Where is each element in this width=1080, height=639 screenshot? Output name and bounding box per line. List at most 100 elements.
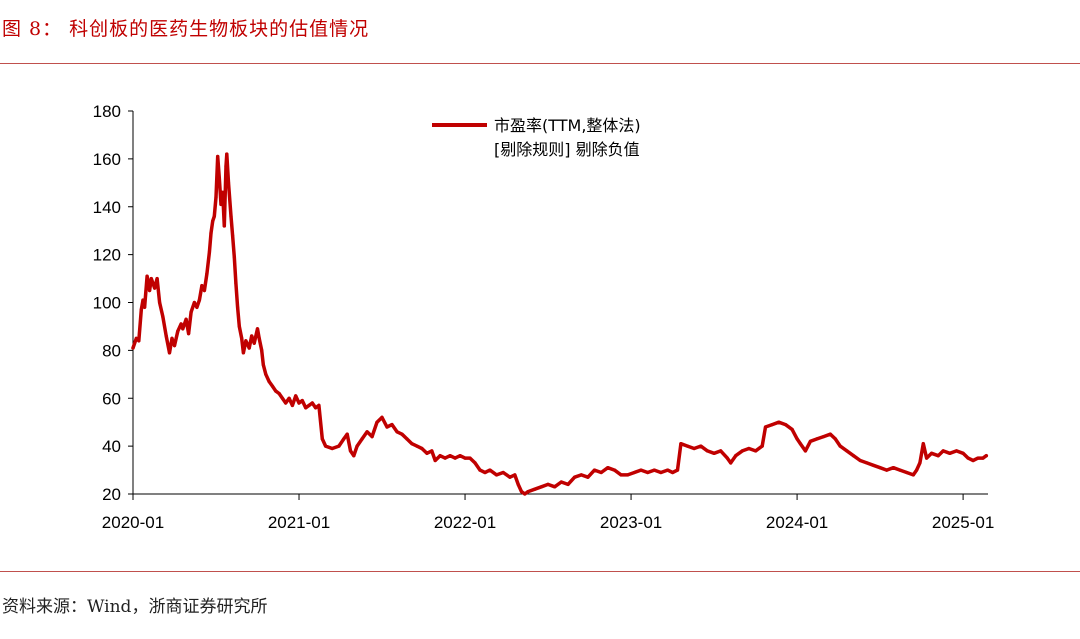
legend-label: 市盈率(TTM,整体法): [494, 116, 641, 135]
data-point: [851, 454, 856, 458]
data-point: [705, 449, 710, 453]
data-point: [260, 348, 264, 352]
data-point: [217, 176, 221, 180]
data-point: [205, 272, 209, 276]
data-point: [783, 423, 788, 427]
data-point: [287, 396, 291, 400]
data-point: [214, 195, 218, 199]
data-point: [803, 449, 808, 453]
data-point: [274, 389, 278, 393]
data-point: [207, 250, 211, 254]
data-point: [666, 468, 670, 472]
data-point: [219, 202, 223, 206]
data-point: [172, 344, 177, 348]
data-point: [508, 475, 512, 479]
data-point: [495, 473, 499, 477]
data-point: [297, 401, 301, 405]
data-point: [270, 384, 275, 388]
data-point: [255, 327, 260, 331]
data-point: [200, 284, 204, 288]
data-point: [981, 456, 985, 460]
data-point: [729, 461, 733, 465]
data-point: [639, 468, 643, 472]
data-point: [385, 425, 389, 429]
y-tick-label: 140: [93, 198, 121, 217]
x-axis: 2020-01 2021-01 2022-01 2023-01 2024-01 2025-…: [102, 493, 994, 532]
data-point: [679, 442, 683, 446]
data-point: [898, 468, 902, 472]
data-point: [740, 449, 744, 453]
data-point: [586, 475, 590, 479]
data-point: [566, 482, 570, 486]
y-tick-label: 160: [93, 150, 121, 169]
x-tick-label: 2020-01: [102, 513, 164, 532]
data-point: [659, 470, 663, 475]
data-point: [599, 470, 603, 475]
data-point: [148, 288, 152, 293]
data-point: [918, 461, 922, 465]
data-point: [905, 470, 909, 475]
data-point: [501, 470, 505, 475]
data-point: [314, 406, 318, 410]
data-point: [546, 482, 550, 486]
y-tick-label: 60: [102, 389, 121, 408]
data-point: [244, 339, 248, 343]
data-point: [626, 473, 630, 477]
data-point: [410, 442, 414, 446]
data-point: [134, 336, 138, 340]
data-point: [352, 454, 356, 458]
data-point: [370, 435, 374, 439]
data-point: [559, 480, 563, 484]
data-point: [754, 449, 758, 453]
data-point: [192, 300, 196, 305]
data-point: [221, 190, 225, 194]
data-point: [468, 456, 472, 460]
data-point: [915, 468, 919, 472]
data-point: [375, 420, 379, 424]
data-point: [158, 300, 162, 305]
data-point: [523, 492, 527, 496]
data-point: [579, 473, 583, 477]
data-point: [822, 435, 826, 439]
data-point: [232, 255, 236, 259]
data-point: [763, 425, 768, 429]
data-point: [137, 339, 141, 343]
data-point: [885, 468, 889, 472]
data-point: [317, 403, 321, 407]
data-point: [971, 458, 975, 463]
data-point: [231, 233, 235, 238]
data-point: [845, 449, 849, 453]
top-divider: [0, 63, 1080, 64]
data-point: [342, 437, 346, 441]
data-point: [878, 466, 882, 470]
x-tick-label: 2024-01: [766, 513, 828, 532]
data-point: [400, 432, 404, 436]
data-point: [236, 305, 240, 309]
data-point: [310, 401, 314, 405]
data-point: [488, 468, 492, 472]
data-point: [304, 406, 308, 410]
data-point: [954, 449, 959, 453]
data-point: [161, 315, 165, 319]
data-point: [324, 444, 328, 448]
data-point: [141, 298, 145, 302]
data-point: [443, 456, 447, 460]
data-point: [533, 487, 537, 491]
data-point: [692, 446, 696, 451]
data-point: [337, 444, 341, 448]
x-tick-label: 2023-01: [600, 513, 662, 532]
series-points: [131, 152, 988, 496]
data-point: [921, 442, 925, 446]
x-tick-label: 2021-01: [268, 513, 330, 532]
series-layer: [131, 152, 989, 496]
data-point: [483, 470, 487, 475]
data-point: [155, 277, 159, 281]
data-point: [415, 444, 419, 448]
y-tick-label: 180: [93, 102, 121, 121]
data-point: [149, 277, 153, 281]
data-point: [725, 456, 729, 460]
data-point: [760, 444, 764, 448]
data-point: [828, 432, 832, 436]
data-point: [699, 444, 703, 448]
